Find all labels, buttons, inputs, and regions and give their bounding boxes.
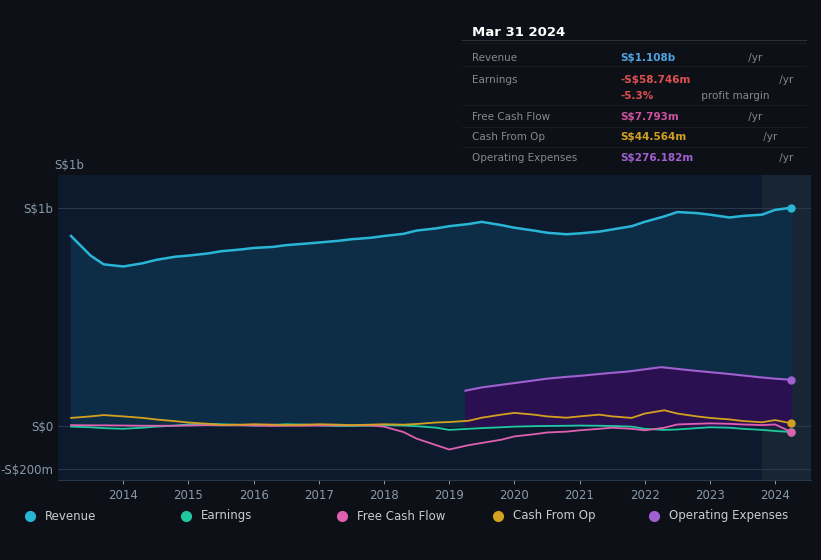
Text: profit margin: profit margin — [699, 91, 770, 101]
Text: Earnings: Earnings — [472, 75, 518, 85]
Text: /yr: /yr — [745, 113, 762, 122]
Text: S$7.793m: S$7.793m — [621, 113, 680, 122]
Bar — [762, 175, 811, 480]
Text: Revenue: Revenue — [472, 53, 517, 63]
Text: Free Cash Flow: Free Cash Flow — [357, 510, 446, 522]
Text: Free Cash Flow: Free Cash Flow — [472, 113, 550, 122]
Text: Cash From Op: Cash From Op — [472, 133, 545, 142]
Text: /yr: /yr — [776, 153, 793, 162]
Text: Cash From Op: Cash From Op — [513, 510, 595, 522]
Text: S$44.564m: S$44.564m — [621, 133, 687, 142]
Text: Operating Expenses: Operating Expenses — [669, 510, 788, 522]
Text: Operating Expenses: Operating Expenses — [472, 153, 578, 162]
Text: -5.3%: -5.3% — [621, 91, 654, 101]
Text: Earnings: Earnings — [201, 510, 253, 522]
Text: /yr: /yr — [776, 75, 793, 85]
Text: S$1b: S$1b — [54, 159, 84, 172]
Text: /yr: /yr — [760, 133, 777, 142]
Text: -S$58.746m: -S$58.746m — [621, 75, 691, 85]
Text: S$1.108b: S$1.108b — [621, 53, 676, 63]
Text: S$276.182m: S$276.182m — [621, 153, 694, 162]
Text: Mar 31 2024: Mar 31 2024 — [472, 26, 566, 39]
Text: /yr: /yr — [745, 53, 762, 63]
Text: Revenue: Revenue — [45, 510, 97, 522]
